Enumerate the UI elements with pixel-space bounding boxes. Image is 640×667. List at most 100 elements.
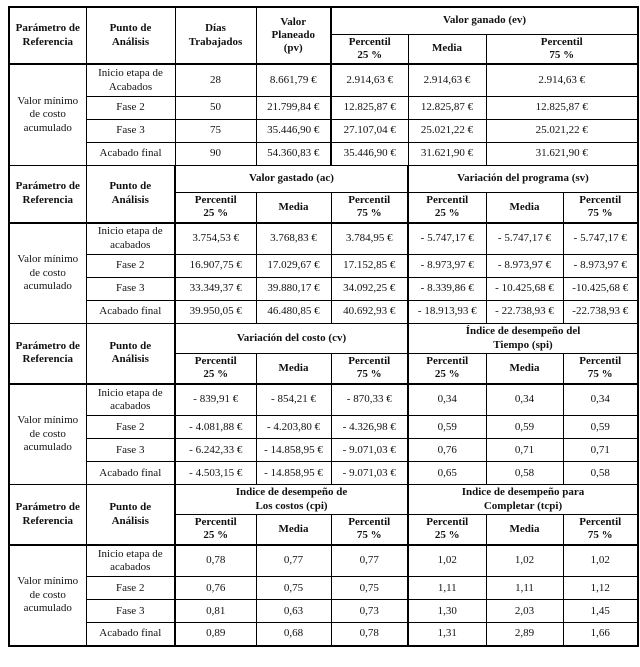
row-label-cell: Acabado final: [85, 622, 176, 647]
value-cell: 0,63: [255, 599, 332, 624]
row-label-cell: Inicio etapa de acabados: [85, 383, 176, 417]
value-cell: 0,78: [174, 544, 257, 578]
value-cell: 12.825,87 €: [485, 95, 639, 120]
sub-header-row: Percentil 25 % Media Percentil 75 % Percent…: [9, 352, 639, 385]
group-header: Indice de desempeño para Completar (tcpi…: [407, 484, 639, 516]
value-cell: 27.107,04 €: [330, 118, 409, 143]
subheader-percentil-25: Percentil 25 %: [407, 352, 487, 385]
value-cell: 1,30: [407, 599, 487, 624]
value-cell: - 8.973,97 €: [407, 254, 487, 279]
row-label-cell: Inicio etapa de acabados: [85, 222, 176, 256]
row-label-cell: Acabado final: [85, 141, 176, 166]
value-cell: 75: [174, 118, 257, 143]
value-cell: 33.349,37 €: [174, 277, 257, 302]
value-cell: -22.738,93 €: [562, 300, 639, 325]
value-cell: - 8.973,97 €: [485, 254, 564, 279]
value-cell: - 14.858,95 €: [255, 461, 332, 486]
row-label-cell: Fase 3: [85, 118, 176, 143]
value-cell: 54.360,83 €: [255, 141, 332, 166]
value-cell: 2,03: [485, 599, 564, 624]
data-row: Fase 2 50 21.799,84 €12.825,87 €12.825,87 …: [9, 95, 639, 120]
value-cell: 21.799,84 €: [255, 95, 332, 120]
subheader-media: Media: [407, 33, 487, 66]
value-cell: - 22.738,93 €: [485, 300, 564, 325]
group-header: Variación del costo (cv): [174, 323, 409, 354]
value-cell: - 4.503,15 €: [174, 461, 257, 486]
value-cell: - 839,91 €: [174, 383, 257, 417]
value-cell: 31.621,90 €: [407, 141, 487, 166]
value-cell: - 10.425,68 €: [485, 277, 564, 302]
subheader-percentil-75: Percentil 75 %: [485, 33, 639, 66]
value-cell: 0,81: [174, 599, 257, 624]
value-cell: - 5.747,17 €: [485, 222, 564, 256]
header-valor-planeado: Valor Planeado (pv): [255, 6, 332, 66]
row-label-cell: Acabado final: [85, 300, 176, 325]
value-cell: - 9.071,03 €: [330, 438, 409, 463]
value-cell: 8.661,79 €: [255, 63, 332, 97]
row-label-cell: Fase 2: [85, 254, 176, 279]
subheader-percentil-75: Percentil 75 %: [330, 514, 409, 546]
data-row: Acabado final 39.950,05 €46.480,85 €40.69…: [9, 300, 639, 325]
group-header: Índice de desempeño del Tiempo (spi): [407, 323, 639, 354]
value-cell: - 854,21 €: [255, 383, 332, 417]
value-cell: 3.768,83 €: [255, 222, 332, 256]
header-punto-analisis: Punto de Análisis: [85, 6, 176, 66]
value-cell: - 6.242,33 €: [174, 438, 257, 463]
value-cell: - 4.203,80 €: [255, 415, 332, 440]
subheader-percentil-25: Percentil 25 %: [330, 33, 409, 66]
value-cell: 35.446,90 €: [330, 141, 409, 166]
header-dias-trabajados: Días Trabajados: [174, 6, 257, 66]
data-row: Fase 3 0,81 0,63 0,73 1,30 2,03 1,45: [9, 599, 639, 624]
subheader-media: Media: [485, 514, 564, 546]
value-cell: - 5.747,17 €: [407, 222, 487, 256]
subheader-percentil-75: Percentil 75 %: [330, 191, 409, 224]
value-cell: 28: [174, 63, 257, 97]
group-header: Variación del programa (sv): [407, 164, 639, 193]
value-cell: 46.480,85 €: [255, 300, 332, 325]
value-cell: 2.914,63 €: [485, 63, 639, 97]
value-cell: - 8.339,86 €: [407, 277, 487, 302]
value-cell: 0,58: [485, 461, 564, 486]
evm-table: Parámetro de Referencia Punto de Análisis…: [8, 6, 639, 647]
data-row: Acabado final 0,89 0,68 0,78 1,31 2,89 1,66: [9, 622, 639, 647]
data-row: Valor mínimo de costo acumulado Inicio et…: [8, 383, 639, 486]
subheader-media: Media: [255, 514, 332, 546]
value-cell: -10.425,68 €: [562, 277, 639, 302]
subheader-percentil-25: Percentil 25 %: [407, 514, 487, 546]
subheader-percentil-75: Percentil 75 %: [562, 514, 639, 546]
data-row: Acabado final - 4.503,15 € - 14.858,95 € - …: [9, 461, 639, 486]
param-label-cell: Valor mínimo de costo acumulado: [8, 63, 87, 166]
header-punto-analisis: Punto de Análisis: [85, 164, 176, 224]
subheader-media: Media: [485, 352, 564, 385]
row-label-cell: Fase 3: [85, 599, 176, 624]
param-label-cell: Valor mínimo de costo acumulado: [8, 383, 87, 486]
sub-header-row: Percentil 25 % Media Percentil 75 % Percent…: [9, 514, 639, 546]
value-cell: 0,59: [485, 415, 564, 440]
table-section-1: Parámetro de Referencia Punto de Análisis…: [8, 6, 639, 166]
value-cell: 31.621,90 €: [485, 141, 639, 166]
value-cell: 1,02: [407, 544, 487, 578]
subheader-percentil-25: Percentil 25 %: [407, 191, 487, 224]
value-cell: 16.907,75 €: [174, 254, 257, 279]
value-cell: 1,45: [562, 599, 639, 624]
row-label-cell: Inicio etapa de acabados: [85, 544, 176, 578]
value-cell: 3.754,53 €: [174, 222, 257, 256]
value-cell: 17.029,67 €: [255, 254, 332, 279]
value-cell: 0,34: [485, 383, 564, 417]
subheader-media: Media: [485, 191, 564, 224]
header-parametro-referencia: Parámetro de Referencia: [8, 164, 87, 224]
value-cell: 12.825,87 €: [407, 95, 487, 120]
group-header-row: Parámetro de Referencia Punto de Análisis…: [8, 164, 639, 224]
value-cell: 0,58: [562, 461, 639, 486]
value-cell: 0,89: [174, 622, 257, 647]
value-cell: 2,89: [485, 622, 564, 647]
subheader-percentil-25: Percentil 25 %: [174, 352, 257, 385]
value-cell: 3.784,95 €: [330, 222, 409, 256]
value-cell: 50: [174, 95, 257, 120]
value-cell: 1,66: [562, 622, 639, 647]
group-header-row: Parámetro de Referencia Punto de Análisis…: [8, 6, 639, 66]
group-header: Indice de desempeño de Los costos (cpi): [174, 484, 409, 516]
data-row: Fase 2- 4.081,88 € - 4.203,80 € - 4.326,98…: [9, 415, 639, 440]
header-parametro-referencia: Parámetro de Referencia: [8, 484, 87, 546]
